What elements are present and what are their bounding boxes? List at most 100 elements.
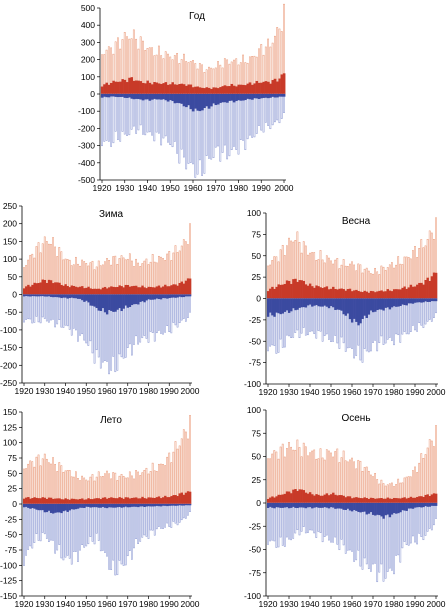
bar-lower_dark [103,94,106,97]
bar-lower_dark [329,298,333,307]
x-tick-label: 1960 [98,386,117,396]
y-tick-label: 75 [252,428,262,438]
bar-lower_light [105,93,108,141]
bar-lower_light [344,502,347,554]
bar-lower_dark [216,94,220,105]
bar-lower_light [155,294,158,334]
y-tick-label: 50 [8,272,18,282]
bar-lower_light [146,93,149,133]
x-tick-label: 2000 [427,387,446,397]
bar-lower_dark [52,294,55,298]
bar-upper_dark [382,498,385,503]
bar-lower_dark [160,94,163,100]
bar-upper_dark [126,497,130,504]
bar-upper_dark [37,283,40,295]
bar-upper_dark [184,280,188,295]
bar-lower_dark [292,503,295,507]
bar-upper_dark [283,493,287,503]
bar-lower_light [27,503,30,550]
bar-lower_dark [300,298,303,308]
bar-lower_dark [186,504,190,506]
bar-lower_light [103,93,106,142]
bar-upper_dark [420,496,423,503]
bar-lower_light [91,503,94,542]
bar-upper_dark [422,496,425,503]
bar-upper_dark [178,283,181,295]
bar-lower_dark [350,298,354,323]
bar-upper_dark [39,498,42,504]
bar-lower_dark [401,503,404,511]
bar-lower_light [315,502,318,538]
y-tick-label: -500 [78,175,95,185]
bar-upper_dark [35,283,38,295]
bar-upper_dark [276,81,279,94]
bar-upper_dark [132,497,136,504]
bar-lower_light [77,294,79,342]
bar-upper_dark [173,84,177,94]
bar-lower_dark [170,294,173,298]
bar-lower_dark [189,94,193,110]
bar-lower_light [244,93,247,151]
bar-lower_dark [103,294,107,313]
bar-lower_light [135,503,137,540]
bar-upper_dark [281,494,285,503]
bar-upper_dark [105,82,108,94]
bar-lower_dark [186,294,190,297]
bar-upper_light [66,470,69,505]
bar-upper_dark [290,283,293,299]
bar-lower_dark [76,294,80,299]
bar-lower_dark [95,294,98,308]
y-tick-label: -75 [5,545,18,555]
bar-lower_dark [68,504,71,511]
bar-upper_dark [416,284,419,299]
bar-lower_light [409,502,412,544]
bar-lower_dark [399,298,402,306]
bar-upper_dark [219,87,222,94]
bar-lower_dark [376,298,379,311]
bar-upper_dark [188,278,192,295]
bar-lower_light [275,502,278,548]
bar-lower_dark [144,94,147,100]
bar-lower_light [283,502,286,547]
bar-upper_dark [395,498,398,503]
bar-lower_light [235,93,238,150]
series-upper_dark [100,73,286,94]
bar-lower_dark [74,294,78,299]
bar-lower_light [149,503,152,531]
bar-lower_dark [285,298,289,311]
y-tick-label: 0 [256,294,261,304]
bar-lower_dark [114,504,117,508]
bar-lower_dark [105,504,109,509]
bar-upper_dark [153,287,157,295]
bar-upper_dark [253,83,256,94]
y-tick-label: -250 [0,378,17,388]
bar-lower_dark [298,503,301,508]
x-tick-label: 1990 [160,599,179,608]
x-tick-label: 1940 [138,183,157,193]
series-upper_dark [266,489,438,503]
bar-upper_dark [43,279,47,295]
bar-upper_dark [266,498,270,503]
bar-upper_dark [363,497,366,503]
bar-lower_dark [332,298,335,308]
bar-upper_dark [89,499,92,504]
bar-lower_dark [281,298,285,314]
bar-lower_light [64,503,67,558]
bar-upper_dark [112,80,115,94]
bar-upper_light [313,449,316,504]
bar-upper_dark [70,285,74,295]
bar-lower_light [174,294,177,326]
bar-lower_dark [275,298,278,313]
bar-lower_light [120,503,123,565]
bar-upper_dark [359,498,362,503]
bar-lower_dark [39,504,42,511]
bar-lower_dark [182,94,186,107]
bar-lower_light [68,294,71,330]
bar-upper_light [430,440,433,504]
bar-upper_dark [100,86,104,94]
bar-lower_dark [31,504,34,509]
bar-lower_dark [112,504,115,508]
bar-upper_dark [155,286,159,295]
bar-upper_dark [143,287,146,295]
